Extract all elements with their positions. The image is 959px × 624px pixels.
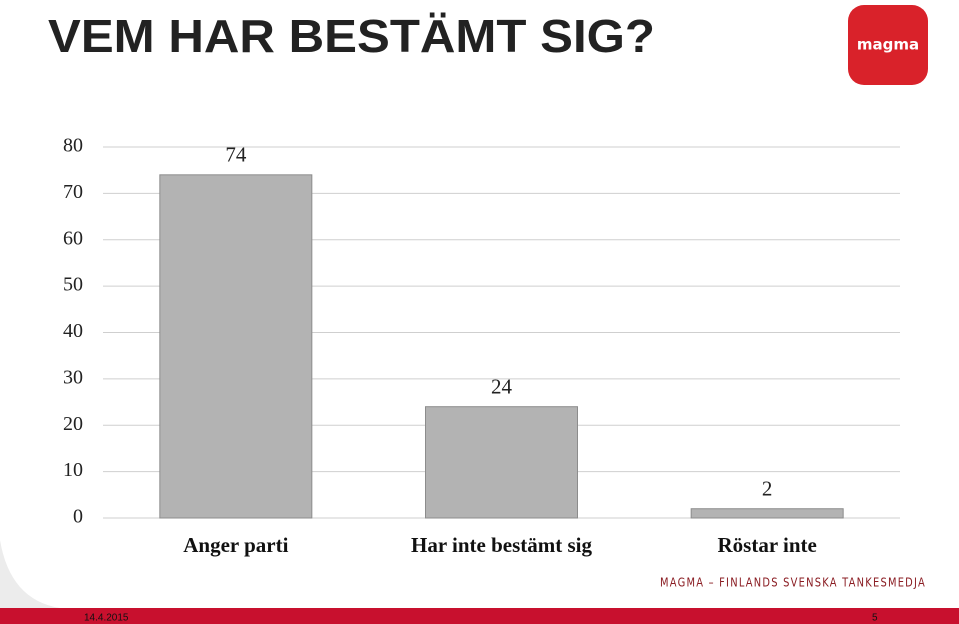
logo-text: magma: [857, 36, 919, 54]
x-tick-label: Har inte bestämt sig: [411, 533, 593, 557]
decor: [0, 540, 60, 608]
footer-text: MAGMA – FINLANDS SVENSKA TANKESMEDJA: [660, 576, 926, 590]
x-tick-label: Röstar inte: [717, 533, 816, 557]
bar: [690, 508, 844, 519]
bar: [159, 174, 313, 519]
footer-band: [0, 608, 959, 624]
date: 14.4.2015: [84, 613, 129, 624]
y-tick-label: 40: [63, 320, 83, 342]
page-number: 5: [872, 613, 878, 624]
y-tick-label: 80: [63, 135, 83, 157]
y-tick-label: 50: [63, 274, 83, 296]
y-tick-label: 10: [63, 459, 83, 481]
logo-box: [848, 5, 928, 85]
y-tick-label: 20: [63, 413, 83, 435]
y-tick-label: 60: [63, 227, 83, 249]
y-tick-label: 30: [63, 366, 83, 388]
y-tick-label: 0: [73, 506, 83, 528]
value-label: 2: [762, 477, 773, 501]
bar: [425, 406, 578, 519]
value-label: 24: [491, 375, 513, 399]
value-label: 74: [225, 143, 247, 167]
chart-title: VEM HAR BESTÄMT SIG?: [48, 10, 655, 62]
x-tick-label: Anger parti: [183, 533, 288, 557]
y-tick-label: 70: [63, 181, 83, 203]
